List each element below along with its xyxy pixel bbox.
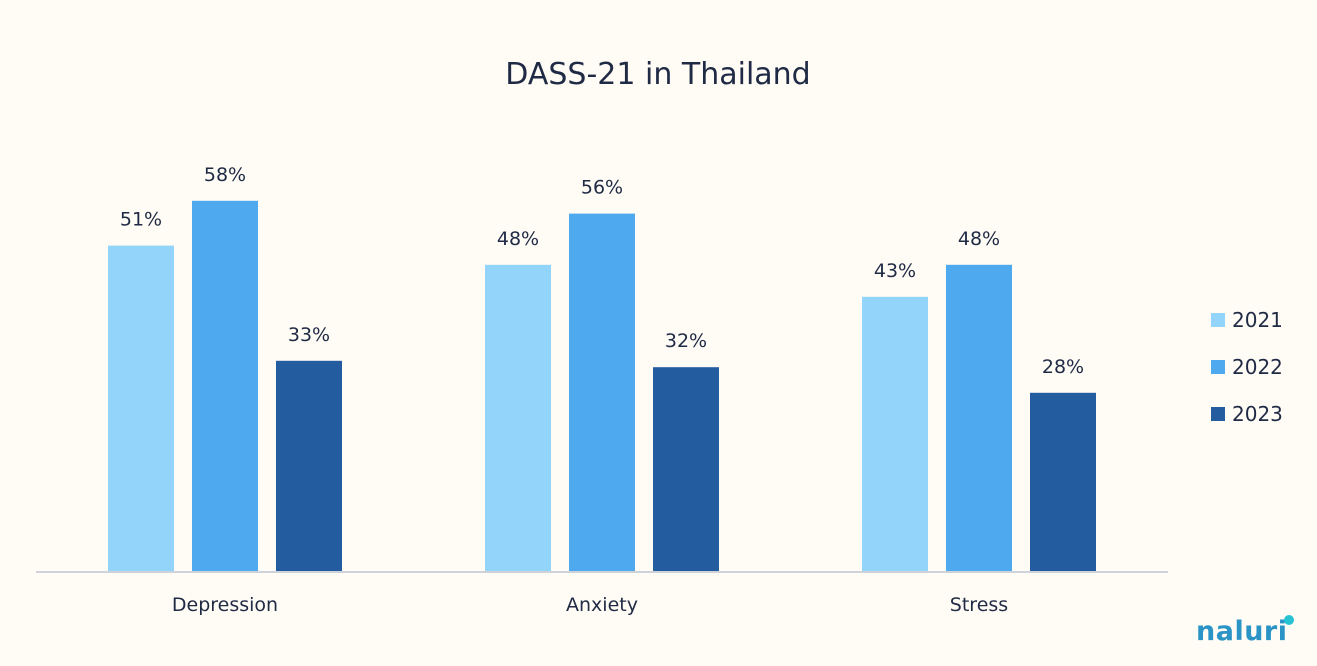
- bar-depression-2023: [276, 360, 342, 572]
- legend-label-2022: 2022: [1232, 355, 1283, 379]
- logo-accent-dot: [1284, 615, 1294, 625]
- data-label-stress-2021: 43%: [874, 260, 916, 282]
- legend-label-2021: 2021: [1232, 308, 1283, 332]
- bar-stress-2022: [946, 264, 1012, 572]
- data-label-anxiety-2023: 32%: [665, 330, 707, 352]
- data-label-depression-2021: 51%: [120, 209, 162, 231]
- category-label-stress: Stress: [950, 594, 1008, 616]
- bars-layer: 51% 58% 33% 48% 56% 32% 43% 48% 28%: [108, 164, 1096, 573]
- data-label-depression-2023: 33%: [288, 324, 330, 346]
- naluri-logo: naluri: [1196, 615, 1294, 647]
- bar-depression-2022: [192, 200, 258, 573]
- data-label-anxiety-2022: 56%: [581, 177, 623, 199]
- bar-depression-2021: [108, 245, 174, 572]
- legend-swatch-2022: [1211, 360, 1225, 374]
- data-label-stress-2022: 48%: [958, 228, 1000, 250]
- bar-anxiety-2023: [653, 367, 719, 572]
- category-label-depression: Depression: [172, 594, 278, 616]
- legend-swatch-2021: [1211, 313, 1225, 327]
- bar-anxiety-2021: [485, 264, 551, 572]
- bar-stress-2021: [862, 296, 928, 572]
- data-label-anxiety-2021: 48%: [497, 228, 539, 250]
- chart-title: DASS-21 in Thailand: [505, 57, 810, 92]
- data-label-stress-2023: 28%: [1042, 356, 1084, 378]
- logo-wordmark: naluri: [1196, 616, 1288, 647]
- category-labels: Depression Anxiety Stress: [172, 594, 1008, 616]
- legend: 2021 2022 2023: [1211, 308, 1283, 426]
- bar-stress-2023: [1030, 392, 1096, 572]
- bar-anxiety-2022: [569, 213, 635, 572]
- data-label-depression-2022: 58%: [204, 164, 246, 186]
- legend-label-2023: 2023: [1232, 402, 1283, 426]
- legend-swatch-2023: [1211, 407, 1225, 421]
- category-label-anxiety: Anxiety: [566, 594, 638, 616]
